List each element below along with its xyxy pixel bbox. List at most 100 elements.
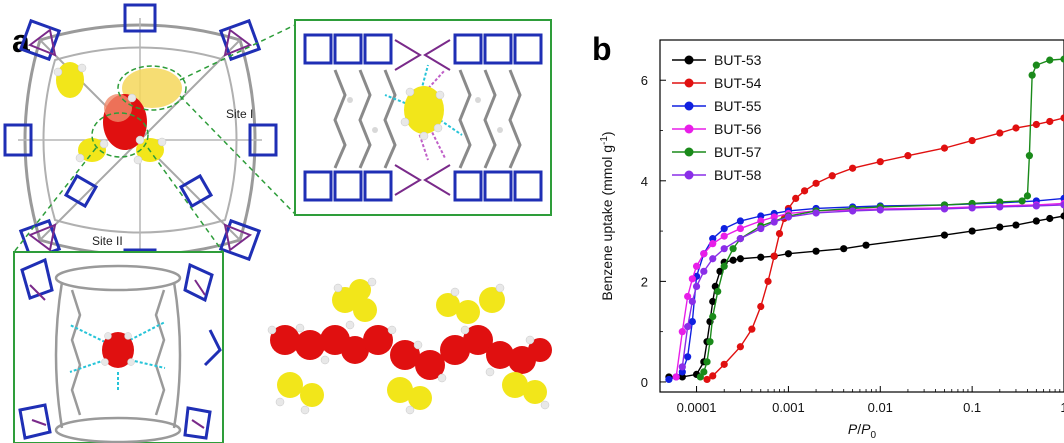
data-point xyxy=(736,235,744,243)
data-point xyxy=(714,287,722,296)
data-point xyxy=(812,247,820,255)
data-point xyxy=(736,217,744,225)
data-point xyxy=(1012,221,1020,229)
benzene-chain-illustration xyxy=(267,277,552,415)
data-point xyxy=(940,231,949,239)
site-i-label: Site I xyxy=(226,107,253,121)
y-tick-label: 2 xyxy=(641,274,648,289)
data-point xyxy=(996,198,1004,206)
legend-label: BUT-57 xyxy=(714,144,762,160)
data-point xyxy=(968,136,976,145)
x-tick-label: 0.001 xyxy=(772,400,805,415)
data-point xyxy=(684,353,692,361)
data-point xyxy=(757,253,765,261)
benzene-guests-illustration xyxy=(53,62,187,165)
y-axis-title-main: Benzene uptake (mmol g xyxy=(599,145,615,301)
data-point xyxy=(849,207,857,215)
data-point xyxy=(736,224,744,233)
data-point xyxy=(709,312,717,321)
data-point xyxy=(1046,117,1054,126)
panel-b-letter: b xyxy=(592,31,612,67)
data-point xyxy=(1060,114,1064,122)
data-point xyxy=(700,250,708,258)
site-ii-inset xyxy=(13,251,224,443)
inset-connector-lines xyxy=(13,24,296,253)
data-point xyxy=(688,297,696,306)
data-point xyxy=(770,218,778,226)
legend-label: BUT-56 xyxy=(714,121,762,137)
legend-label: BUT-58 xyxy=(714,167,762,183)
legend-marker xyxy=(684,101,694,111)
legend-item: BUT-57 xyxy=(672,144,762,160)
data-point xyxy=(876,206,884,214)
x-axis-title-subscript: 0 xyxy=(871,430,877,441)
data-point xyxy=(709,372,717,380)
data-point xyxy=(1060,55,1064,63)
series-line xyxy=(668,197,1064,381)
data-point xyxy=(996,203,1004,211)
legend-marker xyxy=(684,124,694,134)
y-axis-title-superscript: -1 xyxy=(599,136,610,145)
data-point xyxy=(904,152,912,160)
data-point xyxy=(1012,124,1020,132)
data-point xyxy=(968,204,976,212)
data-point xyxy=(770,213,778,221)
y-axis: 0 2 4 6 xyxy=(641,73,666,390)
data-point xyxy=(709,255,717,263)
data-point xyxy=(757,212,765,220)
site-i-inset xyxy=(294,19,552,216)
data-point xyxy=(736,343,744,351)
data-point xyxy=(996,223,1004,231)
data-point xyxy=(1032,120,1040,129)
data-point xyxy=(792,194,800,202)
x-axis: 0.0001 0.001 0.01 0.1 1 xyxy=(677,386,1064,415)
data-point xyxy=(688,275,696,283)
series-layer xyxy=(665,55,1064,384)
data-point xyxy=(678,373,686,381)
data-point xyxy=(940,205,949,213)
x-tick-label: 1 xyxy=(1060,400,1064,415)
y-tick-label: 6 xyxy=(641,73,648,88)
data-point xyxy=(940,144,949,152)
y-axis-title: Benzene uptake (mmol g-1) xyxy=(599,131,615,300)
y-axis-title-close: ) xyxy=(599,131,615,136)
data-point xyxy=(709,240,717,248)
data-point xyxy=(720,224,728,233)
data-point xyxy=(812,209,820,217)
legend-label: BUT-53 xyxy=(714,52,762,68)
data-point xyxy=(692,282,701,290)
legend-item: BUT-58 xyxy=(672,167,762,183)
data-point xyxy=(996,129,1004,137)
data-point xyxy=(678,368,686,376)
data-point xyxy=(849,164,857,172)
data-point xyxy=(876,158,884,166)
series-but-55 xyxy=(665,194,1064,384)
y-tick-label: 0 xyxy=(641,375,648,390)
series-but-58 xyxy=(678,201,1064,371)
legend-item: BUT-53 xyxy=(672,52,762,68)
data-point xyxy=(736,255,744,263)
series-line xyxy=(699,58,1064,378)
data-point xyxy=(812,179,820,187)
data-point xyxy=(757,224,765,233)
data-point xyxy=(1025,152,1033,160)
data-point xyxy=(720,262,728,270)
data-point xyxy=(720,232,728,240)
plot-frame xyxy=(659,39,1064,393)
legend: BUT-53 BUT-54 BUT-55 BUT-56 BUT-57 BUT-58 xyxy=(672,52,762,183)
data-point xyxy=(692,262,701,270)
y-tick-label: 4 xyxy=(641,174,648,189)
series-line xyxy=(675,202,1064,378)
data-point xyxy=(678,363,686,371)
data-point xyxy=(1060,201,1064,209)
x-axis-title: P/P0 xyxy=(848,421,877,441)
series-but-53 xyxy=(665,212,1064,381)
x-axis-title-p0: P xyxy=(861,421,871,437)
data-point xyxy=(1032,217,1040,225)
data-point xyxy=(1023,192,1032,200)
legend-marker xyxy=(684,55,694,65)
x-tick-label: 0.1 xyxy=(963,400,981,415)
x-tick-label: 0.0001 xyxy=(677,400,717,415)
